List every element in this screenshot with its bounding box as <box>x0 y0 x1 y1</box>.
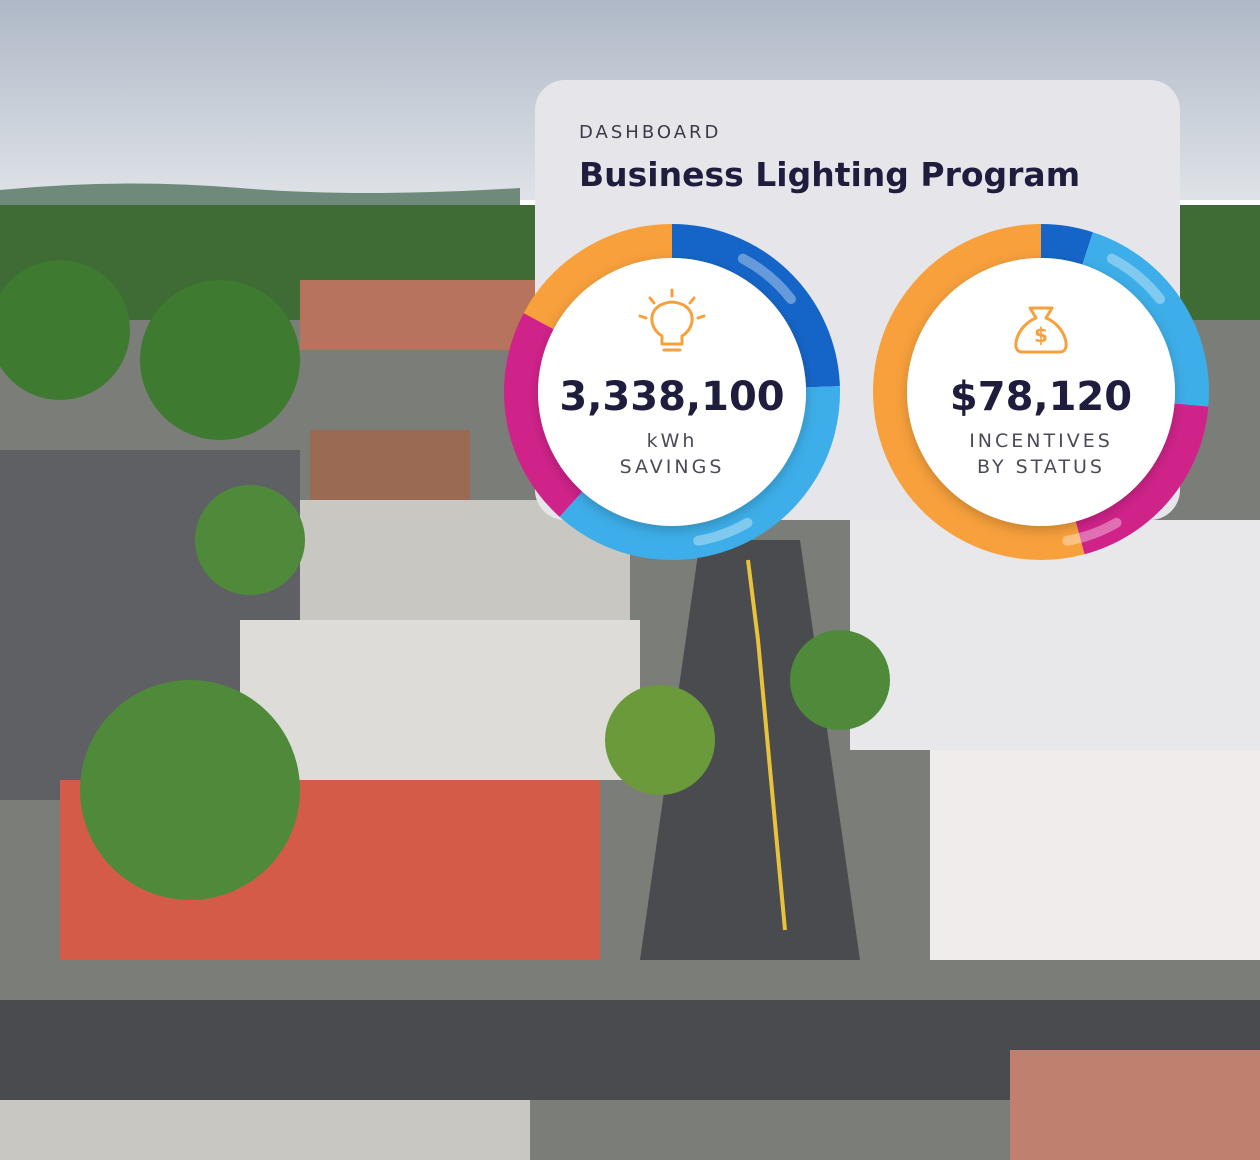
ring-segment <box>504 313 583 517</box>
street-line <box>746 559 787 931</box>
ring-gloss <box>1062 517 1122 546</box>
metric-label: SAVINGS <box>620 456 725 478</box>
white-building <box>930 750 1260 960</box>
metric-value: $78,120 <box>950 374 1132 420</box>
tree <box>790 630 890 730</box>
ring-segment <box>1082 232 1209 407</box>
dollar-glyph: $ <box>1034 323 1048 347</box>
ring-segment <box>559 386 840 560</box>
ring-segment <box>671 224 840 388</box>
donut-group <box>504 224 1209 560</box>
tree <box>605 685 715 795</box>
tree <box>80 680 300 900</box>
ring-segment <box>873 224 1085 560</box>
card-title: Business Lighting Program <box>579 155 1080 194</box>
bag <box>1014 306 1068 354</box>
bulb <box>650 300 694 346</box>
building <box>310 430 470 500</box>
lightbulb-icon <box>638 288 706 352</box>
ring-center <box>907 258 1175 526</box>
building <box>300 280 535 350</box>
rooftops <box>0 1100 530 1160</box>
tree <box>195 485 305 595</box>
rooftops <box>240 620 640 780</box>
card-eyebrow: DASHBOARD <box>579 122 721 143</box>
tree <box>140 280 300 440</box>
bulb-rays <box>638 288 706 320</box>
ring-gloss <box>1106 253 1165 305</box>
metric-label: BY STATUS <box>977 456 1105 478</box>
building <box>1010 1050 1260 1160</box>
ring-gloss <box>693 517 753 546</box>
metric-value: 3,338,100 <box>559 374 784 420</box>
metric-label: kWh <box>647 430 698 452</box>
money-bag-icon: $ <box>1014 306 1068 354</box>
ring-segment <box>1040 224 1093 265</box>
metric-label: INCENTIVES <box>969 430 1113 452</box>
tree <box>0 260 130 400</box>
ring-segment <box>1075 403 1209 555</box>
ring-segment <box>523 224 673 330</box>
ring-gloss <box>737 253 796 305</box>
ring-center <box>538 258 806 526</box>
